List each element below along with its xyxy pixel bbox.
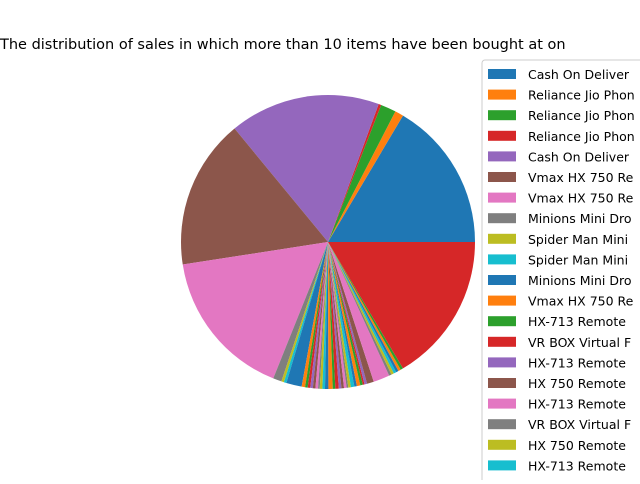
pie-slice-19: [319, 242, 328, 389]
pie-slice-38: [328, 242, 392, 376]
legend-label-6: Vmax HX 750 Re: [528, 170, 634, 185]
legend-swatch-9: [488, 233, 516, 244]
legend-swatch-17: [488, 398, 516, 409]
legend-swatch-4: [488, 130, 516, 141]
pie-slice-8: [273, 242, 328, 382]
pie-slice-44: [328, 242, 475, 369]
legend-swatch-14: [488, 336, 516, 347]
legend-swatch-8: [488, 213, 516, 224]
legend-swatch-1: [488, 69, 516, 79]
legend-swatch-13: [488, 316, 516, 327]
pie-slice-14: [307, 242, 328, 388]
pie-slice-37: [328, 242, 390, 382]
pie-slice-28: [328, 242, 349, 388]
pie-slice-21: [324, 242, 329, 390]
pie-slice-3: [328, 104, 396, 242]
legend-swatch-20: [488, 460, 516, 471]
legend-label-11: Minions Mini Dro: [528, 273, 631, 288]
legend-label-10: Spider Man Mini: [528, 252, 628, 267]
pie-slice-13: [305, 242, 328, 388]
pie-slice-34: [328, 242, 365, 385]
legend-swatch-19: [488, 439, 516, 450]
pie-slice-40: [328, 242, 397, 374]
pie-slice-4: [328, 104, 382, 242]
pie-slice-24: [328, 242, 339, 389]
pie-slice-35: [328, 242, 368, 385]
pie-slice-43: [328, 242, 403, 370]
pie-slice-41: [328, 242, 399, 373]
pie-slice-6: [181, 128, 328, 265]
pie-slice-30: [328, 242, 355, 388]
legend-label-4: Reliance Jio Phon: [528, 129, 635, 144]
legend-label-9: Spider Man Mini: [528, 232, 628, 247]
legend-label-20: HX-713 Remote: [528, 458, 626, 473]
legend-label-5: Cash On Deliver: [528, 149, 630, 164]
legend-swatch-16: [488, 378, 516, 388]
legend: Cash On Deliver Reliance Jio Phon Reliance…: [481, 59, 640, 484]
pie-slice-31: [328, 242, 357, 387]
pie-slice-22: [328, 242, 333, 389]
legend-label-16: HX 750 Remote: [528, 376, 626, 391]
pie-slice-10: [283, 242, 328, 383]
pie-slice-20: [322, 242, 328, 389]
pie-slice-27: [328, 242, 347, 389]
legend-label-12: Vmax HX 750 Re: [528, 294, 634, 309]
pie-slice-2: [328, 111, 403, 242]
legend-swatch-6: [488, 172, 516, 182]
legend-swatch-12: [488, 295, 516, 306]
pie-slice-36: [328, 242, 374, 384]
pie-slice-11: [286, 242, 328, 387]
pie-slice-33: [328, 242, 363, 386]
legend-label-13: HX-713 Remote: [528, 314, 626, 329]
pie-slice-12: [301, 242, 328, 388]
legend-label-3: Reliance Jio Phon: [528, 108, 635, 123]
pie-slice-9: [281, 242, 328, 383]
legend-frame: [481, 59, 640, 484]
legend-label-19: HX 750 Remote: [528, 438, 626, 453]
legend-label-1: Cash On Deliver: [528, 67, 630, 82]
pie-slice-29: [328, 242, 351, 388]
legend-label-2: Reliance Jio Phon: [528, 88, 635, 103]
legend-label-7: Vmax HX 750 Re: [528, 191, 634, 206]
legend-swatch-18: [488, 419, 516, 430]
legend-label-18: VR BOX Virtual F: [528, 417, 631, 432]
pie-slice-26: [328, 242, 345, 389]
legend-label-8: Minions Mini Dro: [528, 211, 631, 226]
pie-slice-25: [328, 242, 342, 389]
pie-slice-1: [328, 115, 475, 242]
legend-swatch-11: [488, 275, 516, 285]
pie-slice-5: [234, 94, 379, 242]
pie-slice-17: [315, 242, 328, 389]
pie-slice-7: [182, 242, 328, 379]
pie-slice-32: [328, 242, 361, 387]
pie-slice-18: [318, 242, 328, 389]
legend-swatch-10: [488, 254, 516, 265]
legend-swatch-5: [488, 151, 516, 162]
legend-label-14: VR BOX Virtual F: [528, 335, 631, 350]
legend-label-15: HX-713 Remote: [528, 355, 626, 370]
legend-swatch-15: [488, 357, 516, 368]
legend-swatch-2: [488, 89, 516, 100]
pie-slice-15: [310, 242, 328, 389]
pie-slice-23: [328, 242, 336, 389]
pie-slice-39: [328, 242, 394, 375]
legend-items: Cash On Deliver Reliance Jio Phon Reliance…: [488, 67, 635, 473]
pie-slice-16: [312, 242, 328, 389]
chart-title: The distribution of sales in which more …: [0, 37, 566, 53]
pie-slices: [181, 94, 475, 390]
pie-slice-42: [328, 242, 401, 372]
legend-label-17: HX-713 Remote: [528, 397, 626, 412]
legend-swatch-3: [488, 110, 516, 121]
legend-swatch-7: [488, 192, 516, 203]
